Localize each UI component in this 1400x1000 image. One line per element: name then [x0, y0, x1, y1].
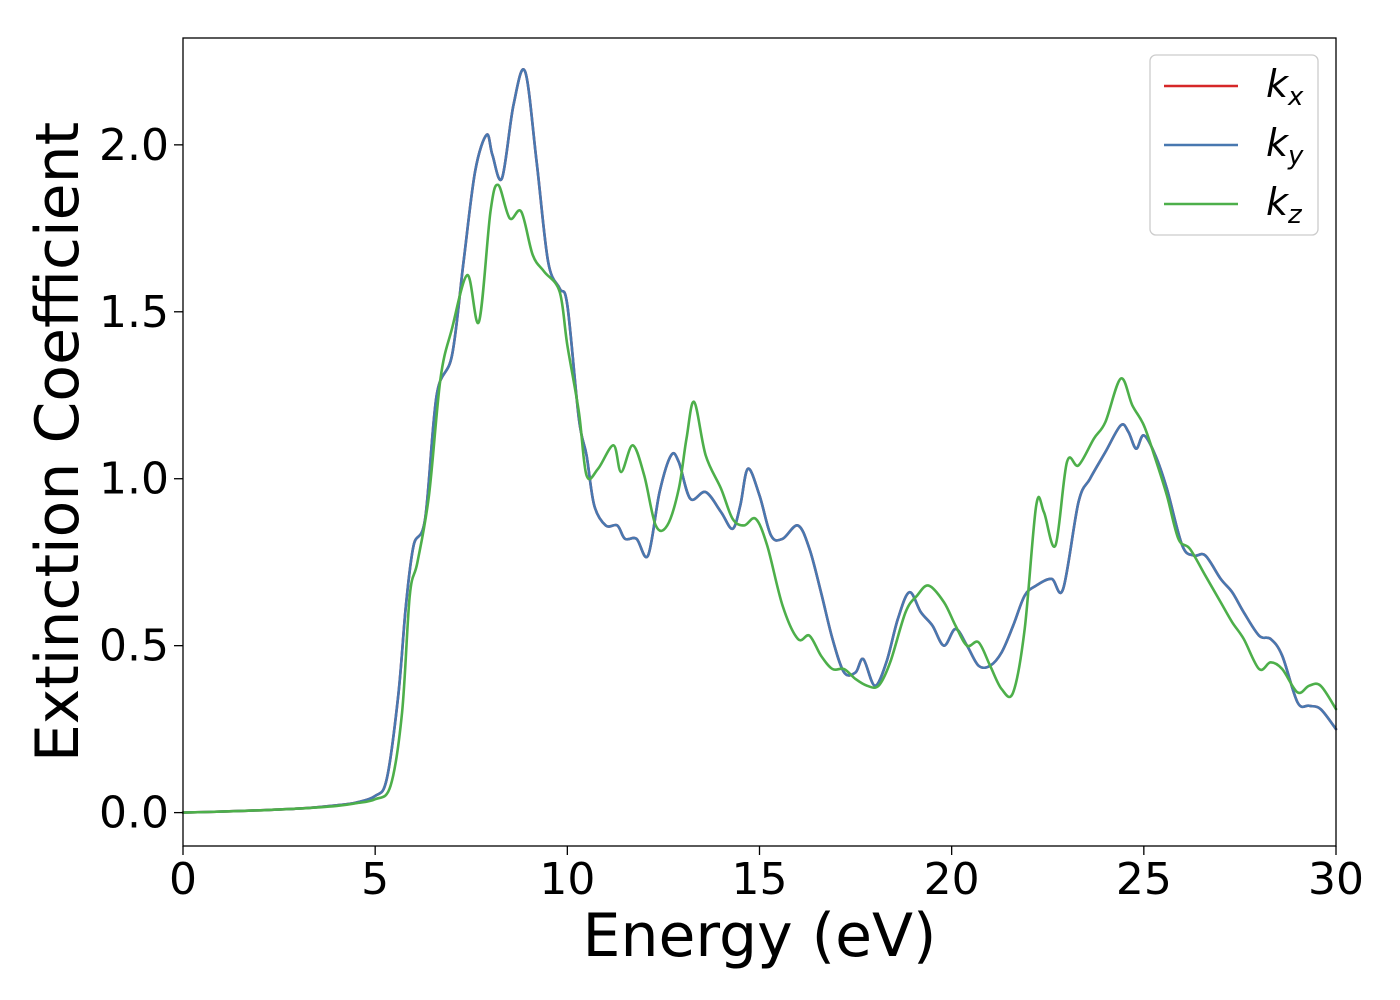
legend-label-kx: kx [1266, 62, 1304, 112]
y-tick-label: 1.5 [99, 287, 169, 338]
plot-frame [182, 37, 1337, 847]
y-tick-label: 1.0 [99, 454, 169, 505]
x-tick-label: 5 [361, 854, 389, 905]
x-tick-label: 25 [1116, 854, 1172, 905]
series-line-kz [181, 183, 1338, 814]
x-tick-label: 30 [1308, 854, 1364, 905]
y-tick-label: 0.5 [99, 621, 169, 672]
x-tick-label: 0 [169, 854, 197, 905]
legend-label-ky: ky [1266, 121, 1304, 171]
x-tick-label: 10 [539, 854, 595, 905]
y-tick-label: 2.0 [99, 120, 169, 171]
x-tick-label: 15 [732, 854, 788, 905]
y-axis-label: Extinction Coefficient [23, 122, 93, 762]
x-axis-label: Energy (eV) [583, 901, 937, 971]
x-tick-label: 20 [924, 854, 980, 905]
series-layer [181, 68, 1338, 814]
series-line-ky [181, 68, 1338, 814]
y-tick-label: 0.0 [99, 788, 169, 839]
y-axis-ticks: 0.0 0.5 1.0 1.5 2.0 [99, 120, 183, 839]
x-axis-ticks: 0 5 10 15 20 25 30 [169, 846, 1364, 905]
